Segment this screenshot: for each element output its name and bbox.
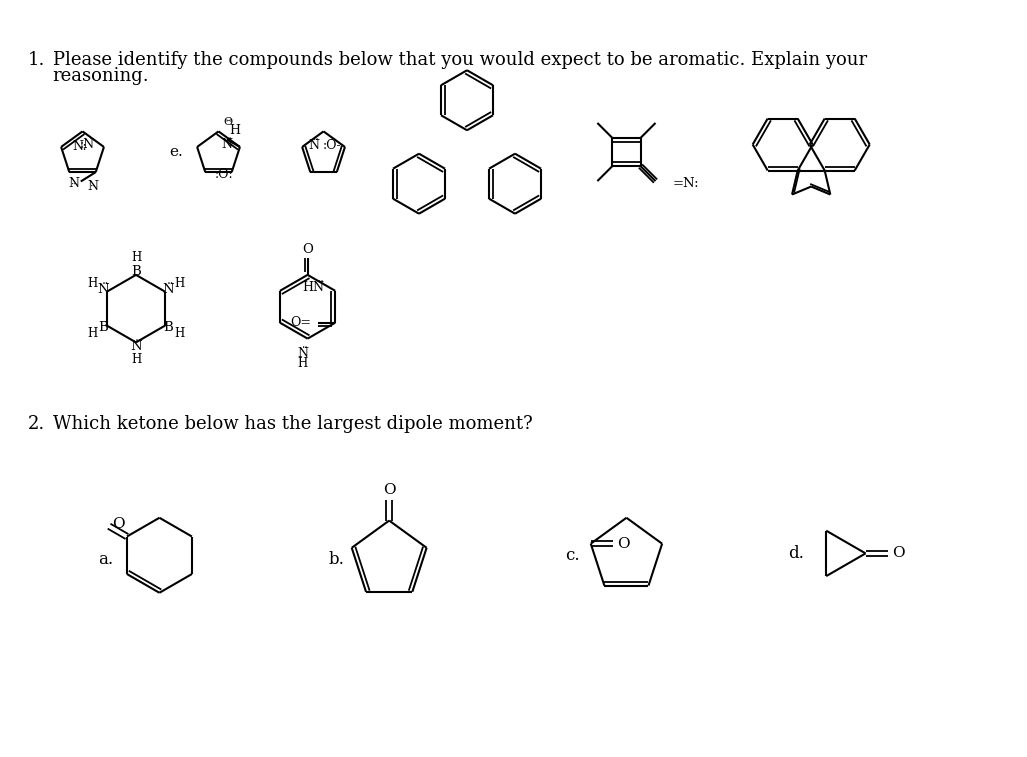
Text: O: O	[617, 537, 630, 550]
Text: B: B	[163, 321, 174, 334]
Text: H: H	[298, 357, 308, 370]
Text: ¨: ¨	[90, 186, 96, 196]
Text: b.: b.	[329, 551, 344, 569]
Text: :O:: :O:	[215, 168, 233, 182]
Text: H: H	[175, 328, 185, 341]
Text: ¨: ¨	[71, 183, 77, 193]
Text: H: H	[130, 353, 141, 366]
Text: N̈: N̈	[298, 347, 308, 360]
Text: a.: a.	[99, 551, 114, 569]
Text: H: H	[130, 251, 141, 264]
Text: HN̈: HN̈	[302, 281, 324, 294]
Text: O=: O=	[290, 316, 311, 329]
Text: O: O	[112, 517, 124, 531]
Text: :N: :N	[79, 138, 94, 151]
Text: Θ: Θ	[223, 117, 232, 127]
Text: N̈: N̈	[308, 139, 319, 151]
Text: O: O	[892, 547, 905, 560]
Text: e.: e.	[169, 145, 184, 159]
Text: Please identify the compounds below that you would expect to be aromatic. Explai: Please identify the compounds below that…	[52, 51, 867, 69]
Text: N̈: N̈	[130, 340, 142, 353]
Text: H: H	[87, 277, 98, 290]
Text: O: O	[302, 243, 313, 256]
Text: N̈: N̈	[162, 283, 175, 297]
Text: N: N	[69, 177, 79, 190]
Text: H: H	[175, 277, 185, 290]
Text: reasoning.: reasoning.	[52, 67, 149, 85]
Text: N: N	[87, 179, 99, 192]
Text: 2.: 2.	[28, 415, 45, 432]
Text: d.: d.	[788, 545, 803, 562]
Text: N:: N:	[72, 141, 87, 154]
Text: B: B	[131, 265, 141, 278]
Text: c.: c.	[566, 547, 580, 564]
Text: =N:: =N:	[673, 177, 699, 191]
Text: N̈: N̈	[222, 138, 232, 151]
Text: N̈: N̈	[98, 283, 109, 297]
Text: O: O	[383, 483, 395, 497]
Text: :Ö-: :Ö-	[322, 139, 341, 151]
Text: Which ketone below has the largest dipole moment?: Which ketone below has the largest dipol…	[52, 415, 532, 432]
Text: 1.: 1.	[28, 51, 45, 69]
Text: H: H	[230, 123, 240, 136]
Text: H: H	[87, 328, 98, 341]
Text: B: B	[99, 321, 109, 334]
